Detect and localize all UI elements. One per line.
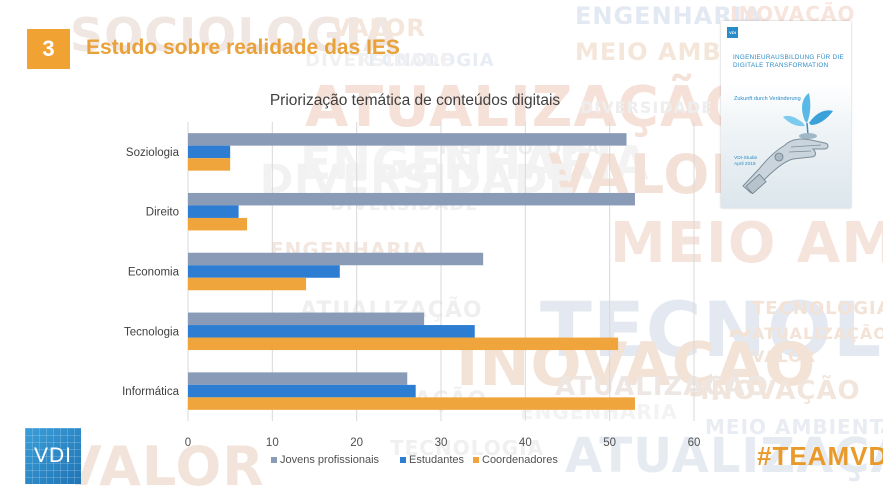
cover-study-line1: VDI-Studie [734, 156, 758, 161]
x-tick-label: 0 [185, 437, 191, 449]
slide-number-badge: 3 [27, 29, 70, 69]
bar [188, 265, 340, 278]
cover-subtitle: Zukunft durch Veränderung [734, 96, 801, 102]
bar [188, 217, 248, 231]
bar [188, 397, 635, 410]
category-label: Economia [128, 267, 180, 279]
chart-gridlines [187, 122, 695, 421]
bar [188, 133, 627, 146]
category-label: Soziologia [126, 147, 180, 159]
x-tick-label: 40 [519, 437, 532, 449]
x-tick-label: 60 [688, 437, 701, 449]
chart-x-tick-labels: 0 10 20 30 40 50 60 [185, 437, 701, 449]
bar [188, 158, 231, 171]
slide-title: Estudo sobre realidade das IES [86, 36, 400, 59]
slide-number: 3 [42, 36, 55, 61]
legend-swatch [400, 457, 406, 463]
hashtag: #TEAMVDI [757, 441, 883, 471]
chart-legend: Jovens profissionais Estudantes Coordenado… [271, 454, 558, 466]
category-label: Tecnologia [124, 326, 180, 338]
chart-category-labels: Soziologia Direito Economia Tecnologia Infor… [122, 147, 179, 398]
bar [188, 384, 416, 398]
bar [188, 205, 239, 218]
x-tick-label: 20 [350, 437, 363, 449]
bar [188, 252, 484, 266]
bar [188, 337, 619, 351]
legend-entry: Jovens profissionais [280, 454, 380, 466]
bar [188, 192, 635, 206]
x-tick-label: 30 [435, 437, 448, 449]
category-label: Informática [122, 386, 179, 398]
report-cover: VDI INGENIEURAUSBILDUNG FÜR DIE DIGITALE… [721, 21, 851, 208]
x-tick-label: 10 [266, 437, 279, 449]
vdi-logo-text: VDI [33, 444, 72, 467]
legend-entry: Coordenadores [482, 454, 558, 466]
bar [188, 312, 425, 326]
bar [188, 325, 475, 338]
bar [188, 145, 231, 159]
bar [188, 372, 408, 385]
bar [188, 277, 307, 291]
cover-study-label: VDI-Studie April 2019 [734, 156, 757, 168]
cover-title: INGENIEURAUSBILDUNG FÜR DIE DIGITALE TRA… [733, 54, 844, 69]
chart-bars [188, 133, 635, 410]
x-tick-label: 50 [603, 437, 616, 449]
legend-swatch [271, 457, 277, 463]
cover-study-line2: April 2019 [734, 162, 756, 167]
chart-title: Priorização temática de conteúdos digita… [270, 92, 561, 109]
robot-hand-icon [742, 93, 833, 195]
cover-vdi-logo: VDI [727, 27, 738, 38]
legend-entry: Estudantes [409, 454, 465, 466]
vdi-logo: VDI [25, 428, 81, 484]
legend-swatch [473, 457, 479, 463]
category-label: Direito [146, 207, 179, 219]
